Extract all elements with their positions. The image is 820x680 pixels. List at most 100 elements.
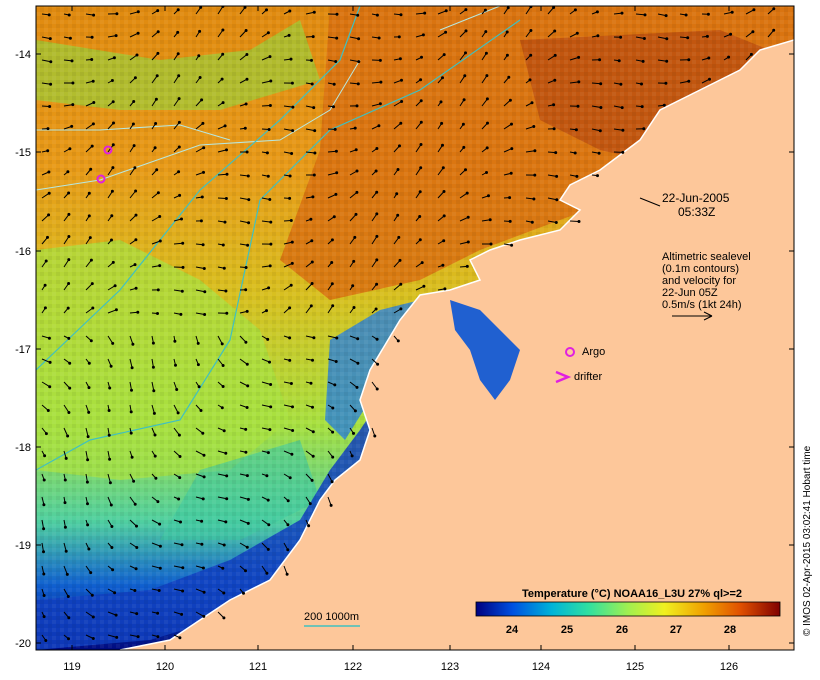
velocity-arrow-head <box>196 341 200 345</box>
velocity-arrow-head <box>577 55 581 59</box>
velocity-arrow-head <box>575 174 579 178</box>
velocity-arrow-head <box>330 282 334 286</box>
velocity-arrow-head <box>174 363 177 367</box>
velocity-arrow-head <box>152 411 156 415</box>
velocity-arrow-head <box>87 386 91 390</box>
velocity-arrow-head <box>154 97 158 101</box>
velocity-arrow-head <box>310 260 314 264</box>
velocity-arrow-head <box>309 304 313 308</box>
velocity-arrow-head <box>312 336 316 340</box>
velocity-arrow-head <box>419 120 423 124</box>
velocity-arrow-head <box>419 99 423 103</box>
velocity-arrow-head <box>67 191 71 195</box>
velocity-arrow-head <box>47 170 51 174</box>
velocity-arrow-head <box>400 100 404 103</box>
velocity-arrow-head <box>220 77 224 81</box>
velocity-arrow-head <box>311 35 315 39</box>
velocity-arrow-head <box>378 102 382 106</box>
velocity-arrow-head <box>621 150 625 154</box>
land-mass <box>120 40 794 650</box>
velocity-arrow <box>41 381 50 388</box>
velocity-arrow-head <box>42 550 45 554</box>
velocity-arrow-head <box>353 235 357 239</box>
velocity-arrow-head <box>202 453 206 457</box>
velocity-arrow-head <box>43 454 47 458</box>
velocity-arrow-head <box>110 546 114 549</box>
velocity-arrow-head <box>265 8 268 12</box>
velocity-arrow-head <box>329 503 333 507</box>
velocity-arrow-head <box>46 149 50 153</box>
velocity-arrow-head <box>91 79 95 83</box>
velocity-arrow-head <box>90 58 94 61</box>
velocity-arrow-head <box>486 121 489 125</box>
velocity-arrow-head <box>307 524 311 528</box>
velocity-arrow-head <box>42 594 46 597</box>
velocity-arrow-head <box>111 341 115 345</box>
velocity-arrow-head <box>620 106 624 110</box>
velocity-arrow-head <box>752 8 756 12</box>
velocity-arrow-head <box>199 6 203 9</box>
velocity-arrow-head <box>91 615 95 619</box>
velocity-arrow-head <box>395 192 399 196</box>
velocity-arrow-head <box>397 35 401 39</box>
velocity-arrow-head <box>67 235 71 238</box>
velocity-arrow-head <box>67 411 71 414</box>
velocity-arrow-head <box>224 197 228 200</box>
velocity-arrow-head <box>269 79 273 83</box>
velocity-arrow-head <box>484 51 488 55</box>
velocity-arrow <box>217 6 224 15</box>
velocity-arrow-head <box>156 500 160 504</box>
velocity-arrow-head <box>375 234 379 238</box>
velocity-arrow-head <box>288 358 292 362</box>
velocity-arrow-head <box>505 53 509 57</box>
velocity-arrow-head <box>419 143 423 146</box>
velocity-arrow-head <box>245 545 249 549</box>
velocity-arrow-head <box>334 149 338 153</box>
velocity-arrow-head <box>308 502 312 506</box>
velocity-arrow-head <box>573 8 577 12</box>
velocity-arrow-head <box>181 566 185 570</box>
velocity-arrow-head <box>202 170 205 174</box>
y-tick-label: -18 <box>15 442 31 454</box>
velocity-arrow <box>107 634 117 638</box>
velocity-arrow-head <box>42 503 46 507</box>
velocity-arrow-head <box>92 101 96 104</box>
velocity-arrow-head <box>175 388 179 391</box>
velocity-arrow-head <box>133 76 137 80</box>
velocity-arrow-head <box>71 103 75 107</box>
velocity-arrow-head <box>311 195 315 199</box>
velocity-arrow-head <box>67 282 71 285</box>
velocity-arrow-head <box>398 57 402 61</box>
velocity-arrow-head <box>66 170 70 174</box>
velocity-arrow-head <box>221 566 225 570</box>
velocity-arrow-head <box>220 406 224 410</box>
velocity-arrow-head <box>595 10 599 14</box>
velocity-arrow-head <box>333 127 337 131</box>
velocity-arrow-head <box>687 58 691 62</box>
velocity-arrow-head <box>156 30 160 34</box>
velocity-arrow-head <box>201 243 205 247</box>
velocity-arrow-head <box>110 189 114 193</box>
velocity-arrow-head <box>399 282 403 286</box>
velocity-arrow-head <box>134 567 138 571</box>
velocity-arrow-head <box>47 213 51 217</box>
y-tick-label: -19 <box>15 540 31 552</box>
velocity-arrow-head <box>664 14 668 18</box>
argo-label: Argo <box>582 346 605 358</box>
velocity-arrow-head <box>530 220 534 224</box>
velocity-arrow-head <box>290 152 294 155</box>
velocity-arrow-head <box>266 174 270 178</box>
velocity-arrow-head <box>444 30 448 34</box>
velocity-arrow-head <box>352 306 356 309</box>
velocity-arrow-head <box>772 28 776 32</box>
velocity-arrow-head <box>221 364 225 367</box>
velocity-arrow-head <box>441 263 445 267</box>
velocity-arrow-head <box>466 240 470 244</box>
map-plot-area <box>36 6 794 650</box>
velocity-arrow-head <box>244 29 248 32</box>
velocity-arrow-head <box>181 589 185 593</box>
velocity-arrow-head <box>224 451 228 455</box>
velocity-arrow-head <box>87 410 91 414</box>
velocity-arrow-head <box>267 286 271 290</box>
colorbar-tick-label: 28 <box>724 624 736 636</box>
